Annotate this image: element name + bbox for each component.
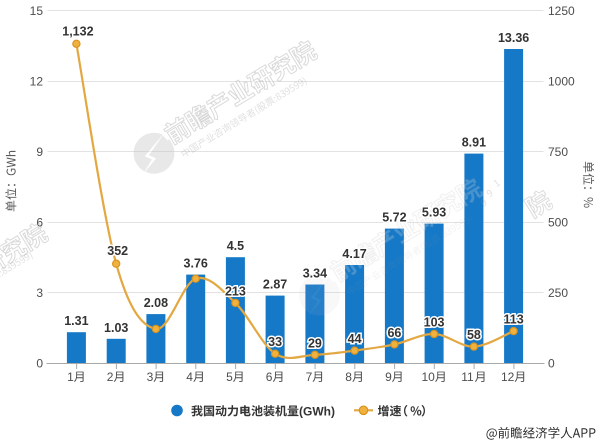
svg-text:103: 103 <box>424 316 445 330</box>
svg-text:1: 1 <box>67 370 74 384</box>
svg-text:3.76: 3.76 <box>184 257 208 271</box>
svg-text:1.31: 1.31 <box>64 314 88 328</box>
svg-text:4.5: 4.5 <box>227 239 244 253</box>
svg-text:3: 3 <box>147 370 154 384</box>
svg-text:(GWh): (GWh) <box>299 404 335 418</box>
svg-text:7: 7 <box>306 370 313 384</box>
svg-text:113: 113 <box>504 313 524 327</box>
svg-text:2.08: 2.08 <box>144 296 168 310</box>
svg-text:250: 250 <box>548 286 568 300</box>
svg-text:6: 6 <box>266 370 273 384</box>
svg-text:4.17: 4.17 <box>342 247 366 261</box>
svg-text:6: 6 <box>36 215 43 229</box>
svg-text:0: 0 <box>548 356 555 370</box>
svg-text:3.34: 3.34 <box>303 267 327 281</box>
svg-text:0: 0 <box>36 356 43 370</box>
svg-text:11: 11 <box>461 370 474 384</box>
svg-text:9: 9 <box>385 370 392 384</box>
svg-text:4: 4 <box>186 370 193 384</box>
svg-text:5: 5 <box>226 370 233 384</box>
svg-text:66: 66 <box>387 326 401 340</box>
svg-text:2.87: 2.87 <box>263 278 287 292</box>
svg-text:213: 213 <box>225 284 246 298</box>
svg-text:9: 9 <box>36 145 43 159</box>
svg-text:500: 500 <box>548 215 568 229</box>
svg-text:1250: 1250 <box>548 4 575 18</box>
svg-text:5.72: 5.72 <box>382 211 406 225</box>
svg-text:1,132: 1,132 <box>62 24 93 38</box>
svg-text:750: 750 <box>548 145 568 159</box>
svg-text:15: 15 <box>30 4 44 18</box>
svg-text:12: 12 <box>30 74 44 88</box>
svg-text:5.93: 5.93 <box>422 206 446 220</box>
svg-text:29: 29 <box>308 336 322 350</box>
svg-text:8: 8 <box>345 370 352 384</box>
svg-text:44: 44 <box>348 332 362 346</box>
svg-text:12: 12 <box>501 370 515 384</box>
svg-text:1.03: 1.03 <box>104 321 128 335</box>
svg-text:33: 33 <box>268 335 282 349</box>
svg-text:13.36: 13.36 <box>498 31 529 45</box>
svg-text:2: 2 <box>107 370 114 384</box>
svg-text:3: 3 <box>36 286 43 300</box>
svg-text:10: 10 <box>422 370 436 384</box>
svg-text:8.91: 8.91 <box>462 136 486 150</box>
svg-text:58: 58 <box>467 328 481 342</box>
svg-text:352: 352 <box>107 244 128 258</box>
svg-text:1000: 1000 <box>548 74 575 88</box>
